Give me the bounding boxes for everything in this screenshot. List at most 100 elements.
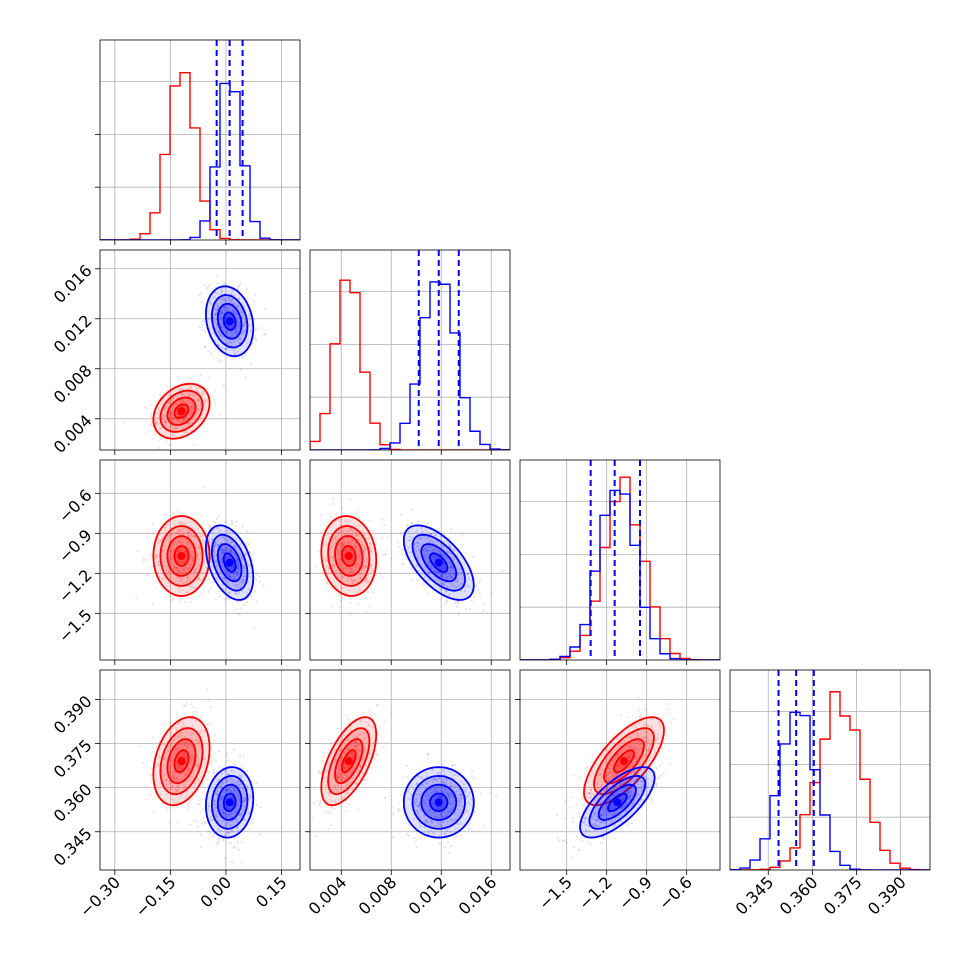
scatter-point: [402, 563, 404, 565]
scatter-point: [356, 509, 358, 511]
scatter-point: [254, 590, 256, 592]
scatter-point: [154, 580, 156, 582]
scatter-point: [208, 350, 210, 352]
scatter-point: [199, 846, 201, 848]
scatter-point: [159, 472, 161, 474]
x-tick-label: −0.30: [76, 873, 124, 921]
y-tick-label: −1.5: [55, 606, 96, 647]
panel-2-1: [305, 460, 510, 665]
scatter-point: [333, 591, 335, 593]
panel-content-1-0: [100, 250, 300, 474]
scatter-point: [346, 714, 348, 716]
density-peak-1: [226, 317, 234, 325]
scatter-point: [203, 540, 205, 542]
scatter-point: [193, 820, 195, 822]
density-peak-0: [177, 552, 185, 560]
scatter-point: [196, 820, 198, 822]
scatter-point: [474, 578, 476, 580]
scatter-point: [385, 553, 387, 555]
scatter-point: [200, 542, 202, 544]
density-peak-0: [620, 757, 628, 765]
y-tick-label: 0.008: [50, 361, 96, 407]
scatter-point: [382, 746, 384, 748]
histogram-series-0: [310, 280, 510, 450]
scatter-point: [348, 803, 350, 805]
scatter-point: [641, 750, 643, 752]
scatter-point: [152, 736, 154, 738]
scatter-point: [246, 288, 248, 290]
scatter-point: [200, 301, 202, 303]
scatter-point: [240, 281, 242, 283]
scatter-point: [350, 602, 352, 604]
scatter-point: [362, 712, 364, 714]
scatter-point: [166, 810, 168, 812]
scatter-point: [165, 807, 167, 809]
scatter-point: [210, 706, 212, 708]
scatter-point: [331, 605, 333, 607]
scatter-point: [193, 785, 195, 787]
scatter-point: [241, 861, 243, 863]
scatter-point: [378, 571, 380, 573]
scatter-point: [231, 861, 233, 863]
scatter-point: [398, 803, 400, 805]
scatter-point: [655, 785, 657, 787]
scatter-point: [386, 549, 388, 551]
scatter-point: [666, 703, 668, 705]
scatter-point: [213, 769, 215, 771]
scatter-point: [627, 716, 629, 718]
scatter-point: [152, 523, 154, 525]
scatter-point: [330, 812, 332, 814]
scatter-point: [666, 711, 668, 713]
scatter-point: [328, 812, 330, 814]
scatter-point: [172, 807, 174, 809]
scatter-point: [238, 849, 240, 851]
scatter-point: [243, 756, 245, 758]
panel-2-0: −1.5−1.2−0.9−0.6: [55, 460, 300, 665]
scatter-point: [157, 440, 159, 442]
scatter-point: [252, 818, 254, 820]
scatter-point: [193, 571, 195, 573]
scatter-point: [210, 352, 212, 354]
scatter-point: [225, 755, 227, 757]
scatter-point: [255, 337, 257, 339]
scatter-point: [213, 772, 215, 774]
scatter-point: [207, 723, 209, 725]
scatter-point: [236, 841, 238, 843]
scatter-point: [222, 839, 224, 841]
scatter-point: [416, 579, 418, 581]
y-tick-label: 0.345: [50, 824, 96, 870]
scatter-point: [333, 808, 335, 810]
scatter-point: [323, 755, 325, 757]
scatter-point: [240, 607, 242, 609]
scatter-point: [407, 524, 409, 526]
scatter-point: [220, 360, 222, 362]
scatter-point: [214, 733, 216, 735]
scatter-point: [348, 721, 350, 723]
scatter-point: [244, 355, 246, 357]
scatter-point: [264, 308, 266, 310]
scatter-point: [591, 761, 593, 763]
scatter-point: [154, 586, 156, 588]
scatter-point: [661, 774, 663, 776]
scatter-point: [248, 543, 250, 545]
scatter-point: [233, 748, 235, 750]
scatter-point: [201, 324, 203, 326]
scatter-point: [408, 835, 410, 837]
scatter-point: [461, 533, 463, 535]
scatter-point: [214, 521, 216, 523]
scatter-point: [637, 710, 639, 712]
scatter-point: [224, 857, 226, 859]
y-tick-label: 0.375: [50, 736, 96, 782]
scatter-point: [205, 764, 207, 766]
scatter-point: [251, 821, 253, 823]
scatter-point: [201, 329, 203, 331]
scatter-point: [253, 318, 255, 320]
scatter-point: [332, 503, 334, 505]
scatter-point: [135, 597, 137, 599]
x-tick-label: 0.15: [252, 873, 291, 912]
scatter-point: [256, 782, 258, 784]
scatter-point: [318, 804, 320, 806]
scatter-point: [328, 828, 330, 830]
scatter-point: [661, 761, 663, 763]
